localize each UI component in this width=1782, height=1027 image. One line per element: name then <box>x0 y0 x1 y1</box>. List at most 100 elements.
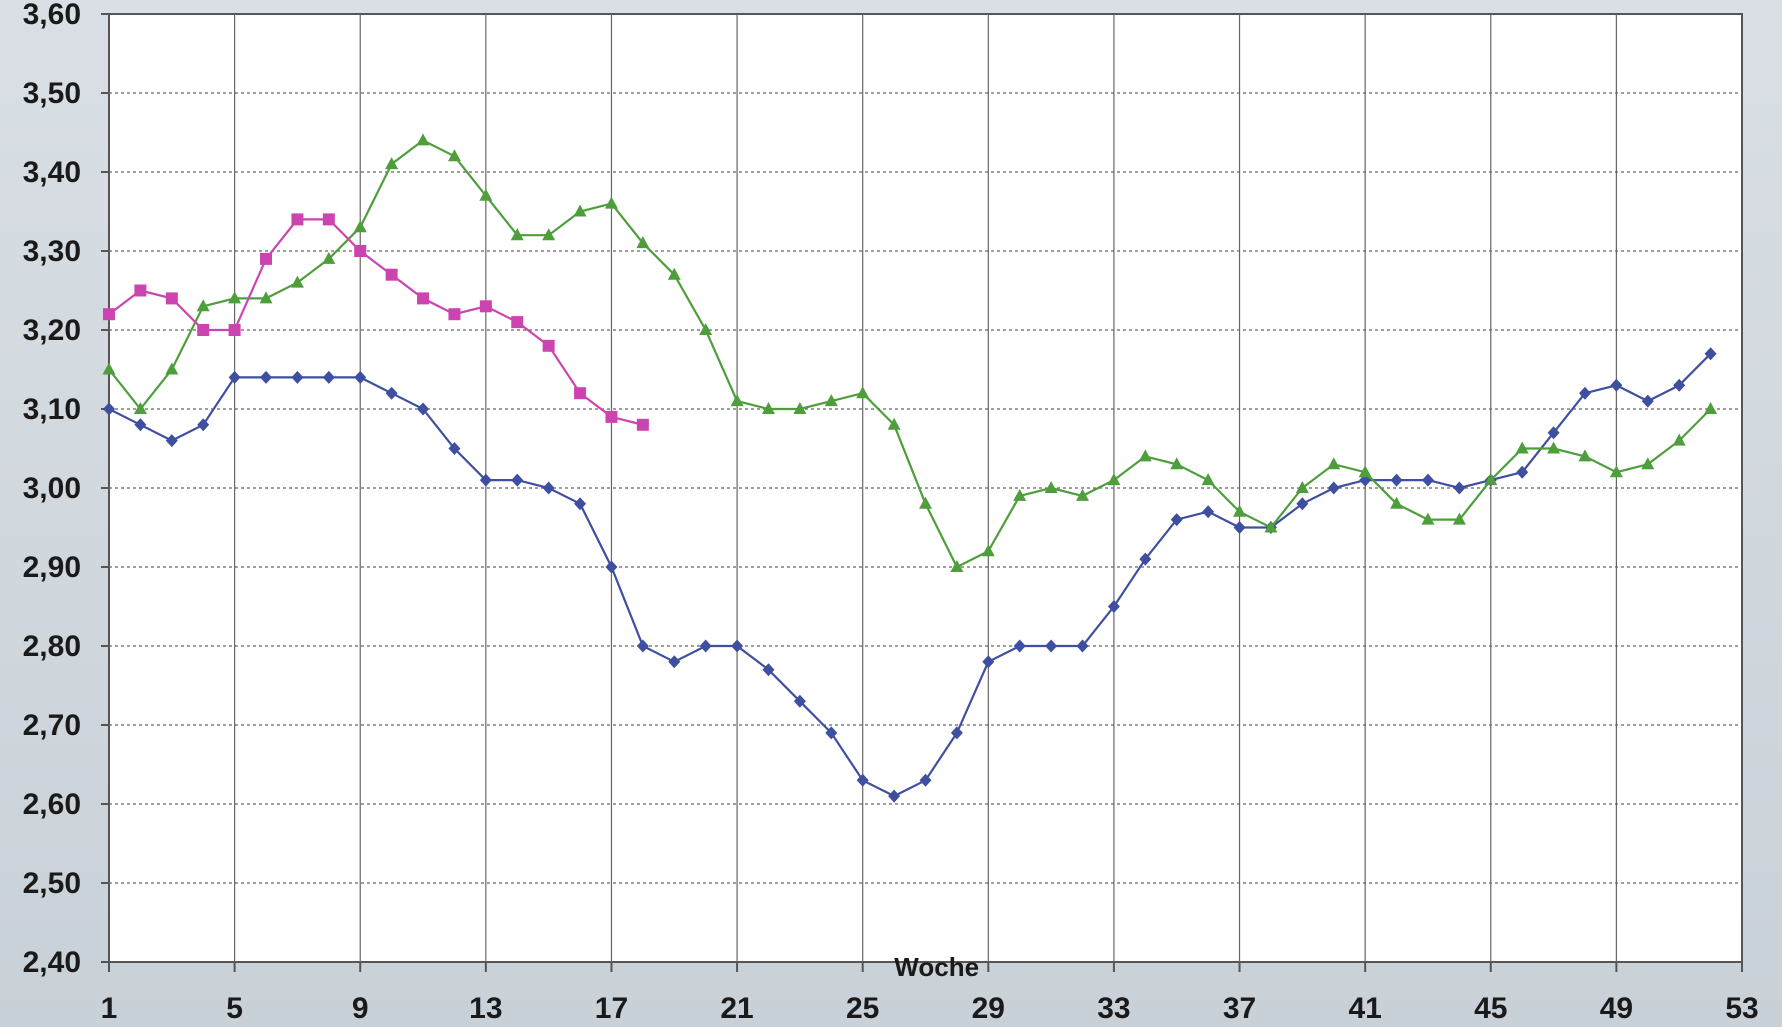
series-2-point <box>385 157 399 170</box>
series-2-point <box>447 149 461 162</box>
series-1-point <box>479 473 492 487</box>
series-3-point <box>354 245 367 257</box>
series-2-point <box>102 362 116 375</box>
x-tick-label: 9 <box>352 992 369 1025</box>
series-2-point <box>856 386 870 399</box>
series-1-point <box>1107 600 1120 613</box>
series-1-point <box>511 473 524 487</box>
series-2-point <box>1704 402 1718 414</box>
series-group <box>102 133 1718 803</box>
series-2-point <box>981 544 995 557</box>
series-1-point <box>1076 639 1089 653</box>
series-1-point <box>856 773 869 787</box>
series-2-point <box>1547 441 1561 454</box>
series-3-point <box>417 292 430 305</box>
series-2-point <box>887 417 901 430</box>
series-2-point <box>573 204 587 217</box>
series-2-point <box>228 291 242 304</box>
series-2-point <box>1264 520 1278 533</box>
series-2-point <box>1076 488 1090 501</box>
series-1-point <box>1578 386 1591 400</box>
series-2-point <box>259 291 273 304</box>
series-1-point <box>228 370 241 384</box>
series-1-point <box>417 402 430 416</box>
series-1-point <box>731 639 744 653</box>
series-2-point <box>730 394 744 407</box>
series-1-point <box>919 773 932 787</box>
series-2-point <box>290 275 304 288</box>
series-line-2 <box>108 139 1712 569</box>
series-1-point <box>699 639 712 653</box>
series-2-point <box>353 220 367 233</box>
series-2-point <box>1358 465 1372 478</box>
y-tick-label: 2,80 <box>23 630 81 663</box>
series-2-point <box>1421 512 1435 525</box>
series-1-point <box>1421 473 1434 487</box>
x-tick-label: 5 <box>226 992 243 1025</box>
series-1-point <box>165 434 178 448</box>
series-2-point <box>1201 473 1215 486</box>
series-1-point <box>636 639 649 653</box>
series-3-point <box>322 213 335 226</box>
series-2-point <box>510 228 524 241</box>
series-2-point <box>604 196 618 209</box>
series-1-point <box>574 497 587 511</box>
series-1-point <box>260 370 273 384</box>
y-tick-label: 2,50 <box>23 867 81 900</box>
x-tick-label: 21 <box>720 992 753 1025</box>
series-1-point <box>1296 497 1309 511</box>
x-tick-label: 1 <box>101 992 118 1025</box>
series-2-point <box>824 394 838 407</box>
series-1-point <box>1013 639 1026 653</box>
y-tick-label: 3,20 <box>23 314 81 347</box>
series-2-point <box>1578 449 1592 462</box>
y-axis-ticks: 2,40 2,50 2,60 2,70 2,80 2,90 3,00 3,10 3,20 3,30… <box>23 0 109 979</box>
series-1-point <box>448 442 461 455</box>
y-tick-label: 2,60 <box>23 788 81 821</box>
series-3-point <box>511 316 524 329</box>
series-2-point <box>1609 465 1623 478</box>
series-2-point <box>1484 473 1498 486</box>
series-3-point <box>165 292 178 305</box>
series-2-point <box>1138 449 1152 462</box>
series-1-point <box>825 726 838 740</box>
series-3-point <box>479 300 492 313</box>
series-3-point <box>197 324 210 336</box>
series-2-point <box>636 236 650 249</box>
series-1-point <box>888 789 901 803</box>
series-1-point <box>291 370 304 384</box>
series-1-point <box>1139 552 1152 566</box>
series-2-point <box>416 133 430 146</box>
series-2-point <box>1641 457 1655 470</box>
series-2-point <box>1044 481 1058 493</box>
x-tick-label: 45 <box>1474 992 1507 1025</box>
series-1-point <box>1547 426 1560 440</box>
series-2-point <box>542 228 556 241</box>
y-tick-label: 3,10 <box>23 393 81 426</box>
series-2-point <box>667 267 681 280</box>
series-2-point <box>1390 496 1404 509</box>
series-2-point <box>1452 512 1466 525</box>
series-1-point <box>1704 347 1717 361</box>
series-2-point <box>479 188 493 201</box>
y-tick-label: 3,40 <box>23 156 81 189</box>
series-2-point <box>196 299 210 312</box>
series-2-point <box>1233 504 1247 517</box>
series-1-point <box>354 370 367 384</box>
series-3-point <box>385 268 398 281</box>
x-tick-label: 29 <box>972 992 1005 1025</box>
series-1-point <box>103 402 115 416</box>
x-tick-label: 37 <box>1223 992 1256 1025</box>
series-2-point <box>322 251 336 264</box>
x-axis-label: Woche <box>894 952 979 982</box>
series-3-point <box>574 387 587 400</box>
series-2-point <box>699 323 713 335</box>
series-2-point <box>133 402 147 414</box>
grid <box>109 14 1742 962</box>
series-2-point <box>1013 488 1027 501</box>
series-1-point <box>542 481 555 495</box>
series-3-point <box>636 418 649 431</box>
series-1-point <box>1641 394 1654 408</box>
series-1-point <box>1516 465 1529 479</box>
series-1-point <box>385 386 398 400</box>
